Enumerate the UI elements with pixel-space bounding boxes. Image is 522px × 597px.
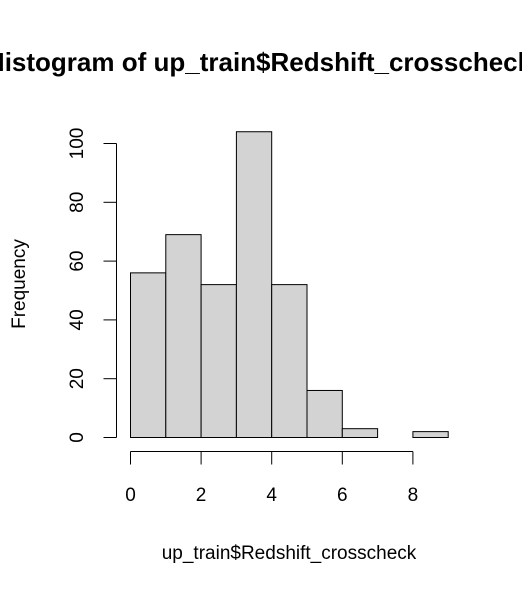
y-tick-label-3: 60: [67, 251, 88, 272]
histogram-bar-6: [341, 428, 379, 438]
histogram-bar-2: [200, 284, 237, 438]
y-tick-label-0: 0: [67, 432, 88, 443]
y-tick-label-2: 40: [67, 309, 88, 330]
x-tick-label-0: 0: [125, 485, 136, 506]
bars-group: [130, 131, 449, 439]
x-tick-label-3: 6: [337, 485, 348, 506]
x-tick-label-4: 8: [408, 485, 419, 506]
x-axis-label: up_train$Redshift_crosscheck: [162, 543, 417, 564]
histogram-bar-4: [271, 284, 308, 438]
x-tick-label-1: 2: [196, 485, 207, 506]
histogram-bar-8: [412, 431, 449, 438]
x-axis: 0 2 4 6 8: [125, 451, 419, 506]
y-tick-label-1: 20: [67, 368, 88, 389]
y-tick-label-4: 80: [67, 192, 88, 213]
histogram-bar-5: [306, 389, 343, 438]
x-tick-label-2: 4: [266, 485, 277, 506]
histogram-bar-3: [235, 131, 273, 439]
chart-title: Histogram of up_train$Redshift_crosschec…: [0, 47, 522, 77]
histogram-bar-1: [165, 234, 202, 438]
histogram-bar-0: [130, 272, 167, 438]
y-axis: 0 20 40 60 80 100: [67, 128, 117, 443]
y-axis-label: Frequency: [9, 239, 30, 329]
y-tick-label-5: 100: [67, 128, 88, 160]
